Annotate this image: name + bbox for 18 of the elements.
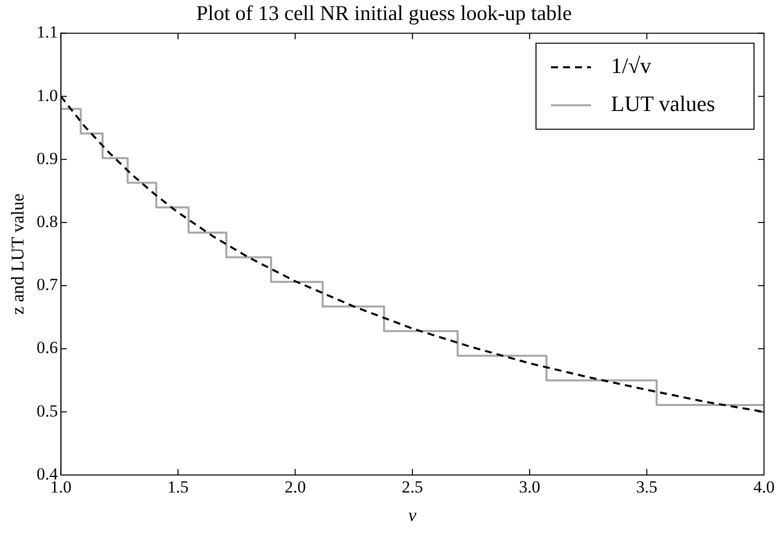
- y-tick-label: 1.1: [36, 22, 58, 42]
- y-tick-label: 0.5: [36, 401, 58, 420]
- x-axis-title: v: [408, 504, 416, 525]
- x-tick-label: 1.5: [167, 478, 189, 497]
- y-tick-label: 1.0: [36, 86, 58, 105]
- x-tick-label: 2.0: [284, 478, 306, 497]
- legend-label: 1/√v: [611, 52, 652, 78]
- y-tick-label: 0.7: [36, 275, 58, 294]
- x-tick-label: 3.0: [518, 478, 540, 497]
- y-tick-label: 0.8: [36, 212, 58, 232]
- y-tick-label: 0.9: [36, 148, 58, 168]
- legend-label: LUT values: [611, 90, 716, 116]
- x-tick-label: 2.5: [402, 478, 424, 497]
- x-tick-label: 4.0: [753, 478, 775, 497]
- y-axis-title: z and LUT value: [8, 194, 28, 315]
- chart-title: Plot of 13 cell NR initial guess look-up table: [196, 1, 572, 26]
- x-tick-label: 3.5: [636, 478, 658, 497]
- y-tick-label: 0.6: [36, 338, 58, 358]
